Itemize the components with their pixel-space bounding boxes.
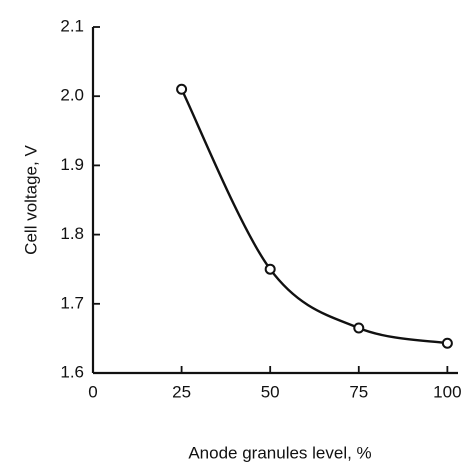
x-tick-label: 100: [433, 382, 461, 401]
series-line: [180, 88, 448, 345]
y-tick-label: 2.0: [60, 86, 84, 105]
data-point: [353, 322, 365, 334]
y-tick-label: 1.6: [60, 362, 84, 381]
x-tick-label: 50: [261, 382, 280, 401]
y-tick-label: 1.8: [60, 224, 84, 243]
data-point: [176, 83, 188, 95]
y-tick-label: 2.1: [60, 16, 84, 35]
x-tick-label: 25: [172, 382, 191, 401]
x-tick-label: 75: [349, 382, 368, 401]
x-axis-label: Anode granules level, %: [188, 443, 371, 462]
y-tick-label: 1.9: [60, 155, 84, 174]
data-point: [264, 263, 276, 275]
y-axis-label: Cell voltage, V: [21, 145, 40, 255]
x-tick-label: 0: [88, 382, 97, 401]
y-tick-label: 1.7: [60, 293, 84, 312]
data-point: [441, 337, 453, 349]
